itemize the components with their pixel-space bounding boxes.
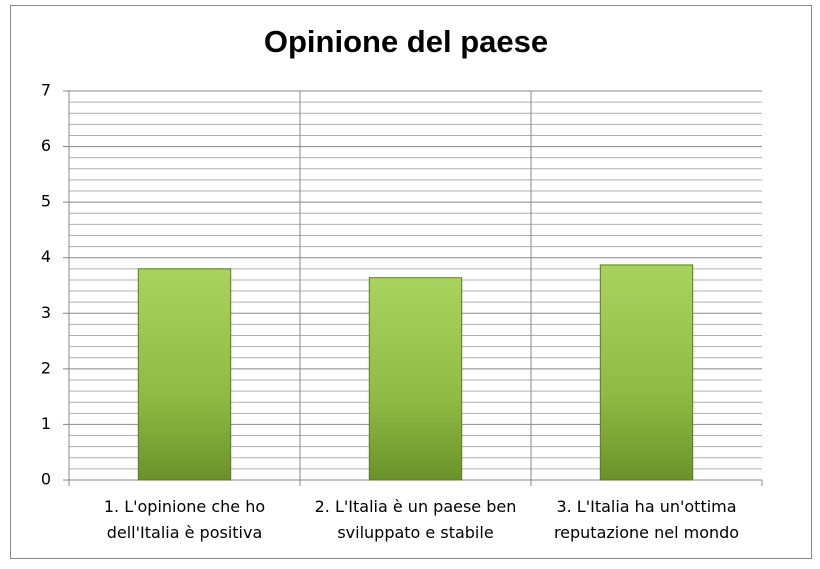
x-tick-label: 2. L'Italia è un paese ben sviluppato e s… — [315, 497, 517, 542]
y-tick-label: 2 — [41, 358, 51, 377]
bar — [368, 277, 463, 481]
y-tick-label: 1 — [41, 414, 51, 433]
y-tick-label: 7 — [41, 81, 51, 100]
bar — [599, 264, 694, 481]
bar — [137, 268, 232, 481]
x-tick-label: 3. L'Italia ha un'ottima reputazione nel … — [554, 497, 739, 542]
chart-title: Opinione del paese — [264, 24, 548, 59]
x-tick-label: 1. L'opinione che ho dell'Italia è positi… — [104, 497, 265, 542]
y-tick-label: 6 — [41, 136, 51, 155]
y-tick-label: 5 — [41, 192, 51, 211]
y-tick-label: 4 — [41, 247, 51, 266]
y-tick-label: 0 — [41, 470, 51, 489]
y-tick-label: 3 — [41, 303, 51, 322]
